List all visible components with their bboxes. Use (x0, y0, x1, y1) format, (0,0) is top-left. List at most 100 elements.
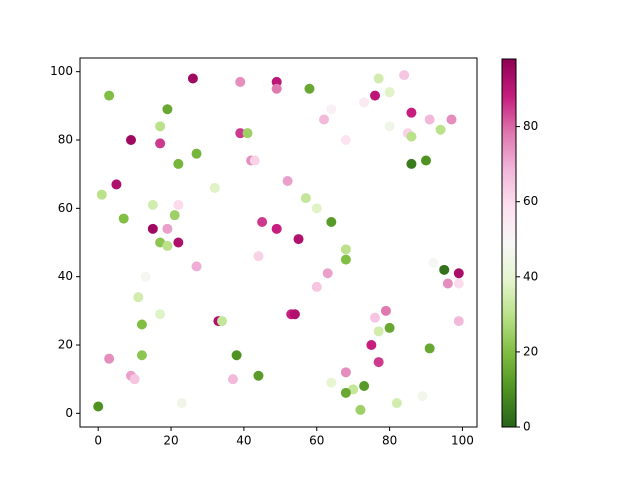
point (231, 350, 242, 361)
point (289, 309, 300, 320)
point (191, 148, 202, 159)
y-tick-label: 20 (58, 338, 73, 352)
point (311, 281, 322, 292)
point (253, 251, 264, 262)
point (155, 309, 166, 320)
point (370, 90, 381, 101)
point (93, 401, 104, 412)
point (355, 404, 366, 415)
point (217, 316, 228, 327)
y-tick-label: 100 (50, 64, 73, 78)
y-tick-label: 80 (58, 133, 73, 147)
point (173, 158, 184, 169)
point (406, 131, 417, 142)
point (421, 155, 432, 166)
point (235, 128, 246, 139)
point (384, 322, 395, 333)
point (136, 350, 147, 361)
point (340, 244, 351, 255)
point (173, 237, 184, 248)
point (253, 370, 264, 381)
point (249, 155, 260, 166)
point (140, 271, 151, 282)
point (322, 268, 333, 279)
point (129, 374, 140, 385)
point (191, 261, 202, 272)
point (271, 223, 282, 234)
x-tick-label: 80 (382, 434, 397, 448)
colorbar-tick-label: 40 (523, 269, 538, 283)
point (162, 240, 173, 251)
point (424, 343, 435, 354)
point (300, 193, 311, 204)
point (373, 73, 384, 84)
point (435, 124, 446, 135)
point (147, 199, 158, 210)
point (111, 179, 122, 190)
point (242, 128, 253, 139)
point (326, 377, 337, 388)
colorbar-tick-label: 80 (523, 119, 538, 133)
point (359, 97, 370, 108)
point (147, 223, 158, 234)
point (133, 292, 144, 303)
point (155, 121, 166, 132)
point (155, 138, 166, 149)
point (118, 213, 129, 224)
x-tick-label: 100 (451, 434, 474, 448)
point (380, 305, 391, 316)
point (257, 217, 268, 227)
point (439, 264, 450, 275)
x-tick-label: 60 (309, 434, 324, 448)
point (209, 182, 220, 193)
point (340, 367, 351, 378)
point (326, 104, 337, 115)
colorbar (501, 58, 517, 428)
point (370, 312, 381, 323)
plot-frame (79, 57, 478, 428)
point (271, 83, 282, 94)
point (424, 114, 435, 125)
point (384, 87, 395, 98)
point (340, 254, 351, 265)
point (104, 353, 115, 364)
x-tick-label: 0 (94, 434, 102, 448)
point (399, 70, 410, 81)
point (235, 76, 246, 87)
point (319, 114, 330, 125)
point (304, 83, 315, 94)
x-tick-label: 20 (163, 434, 178, 448)
point (406, 158, 417, 169)
y-tick-label: 0 (65, 406, 73, 420)
point (173, 199, 184, 210)
point (453, 268, 464, 279)
point (417, 391, 428, 402)
point (187, 73, 198, 84)
colorbar-tick-label: 0 (523, 420, 531, 434)
y-tick-label: 60 (58, 201, 73, 215)
point (384, 121, 395, 132)
point (136, 319, 147, 330)
point (340, 387, 351, 398)
y-tick-label: 40 (58, 269, 73, 283)
point (446, 114, 457, 125)
point (162, 223, 173, 234)
point (271, 76, 282, 87)
colorbar-tick-label: 20 (523, 344, 538, 358)
point (282, 176, 293, 186)
point (391, 398, 402, 409)
point (373, 326, 384, 337)
point (162, 104, 173, 115)
point (293, 234, 304, 245)
x-tick-label: 40 (236, 434, 251, 448)
point (169, 210, 180, 221)
point (359, 381, 370, 391)
point (125, 135, 136, 145)
point (227, 374, 238, 385)
colorbar-tick-label: 60 (523, 194, 538, 208)
point (428, 258, 439, 268)
point (104, 90, 115, 101)
point (366, 340, 377, 350)
point (453, 316, 464, 327)
